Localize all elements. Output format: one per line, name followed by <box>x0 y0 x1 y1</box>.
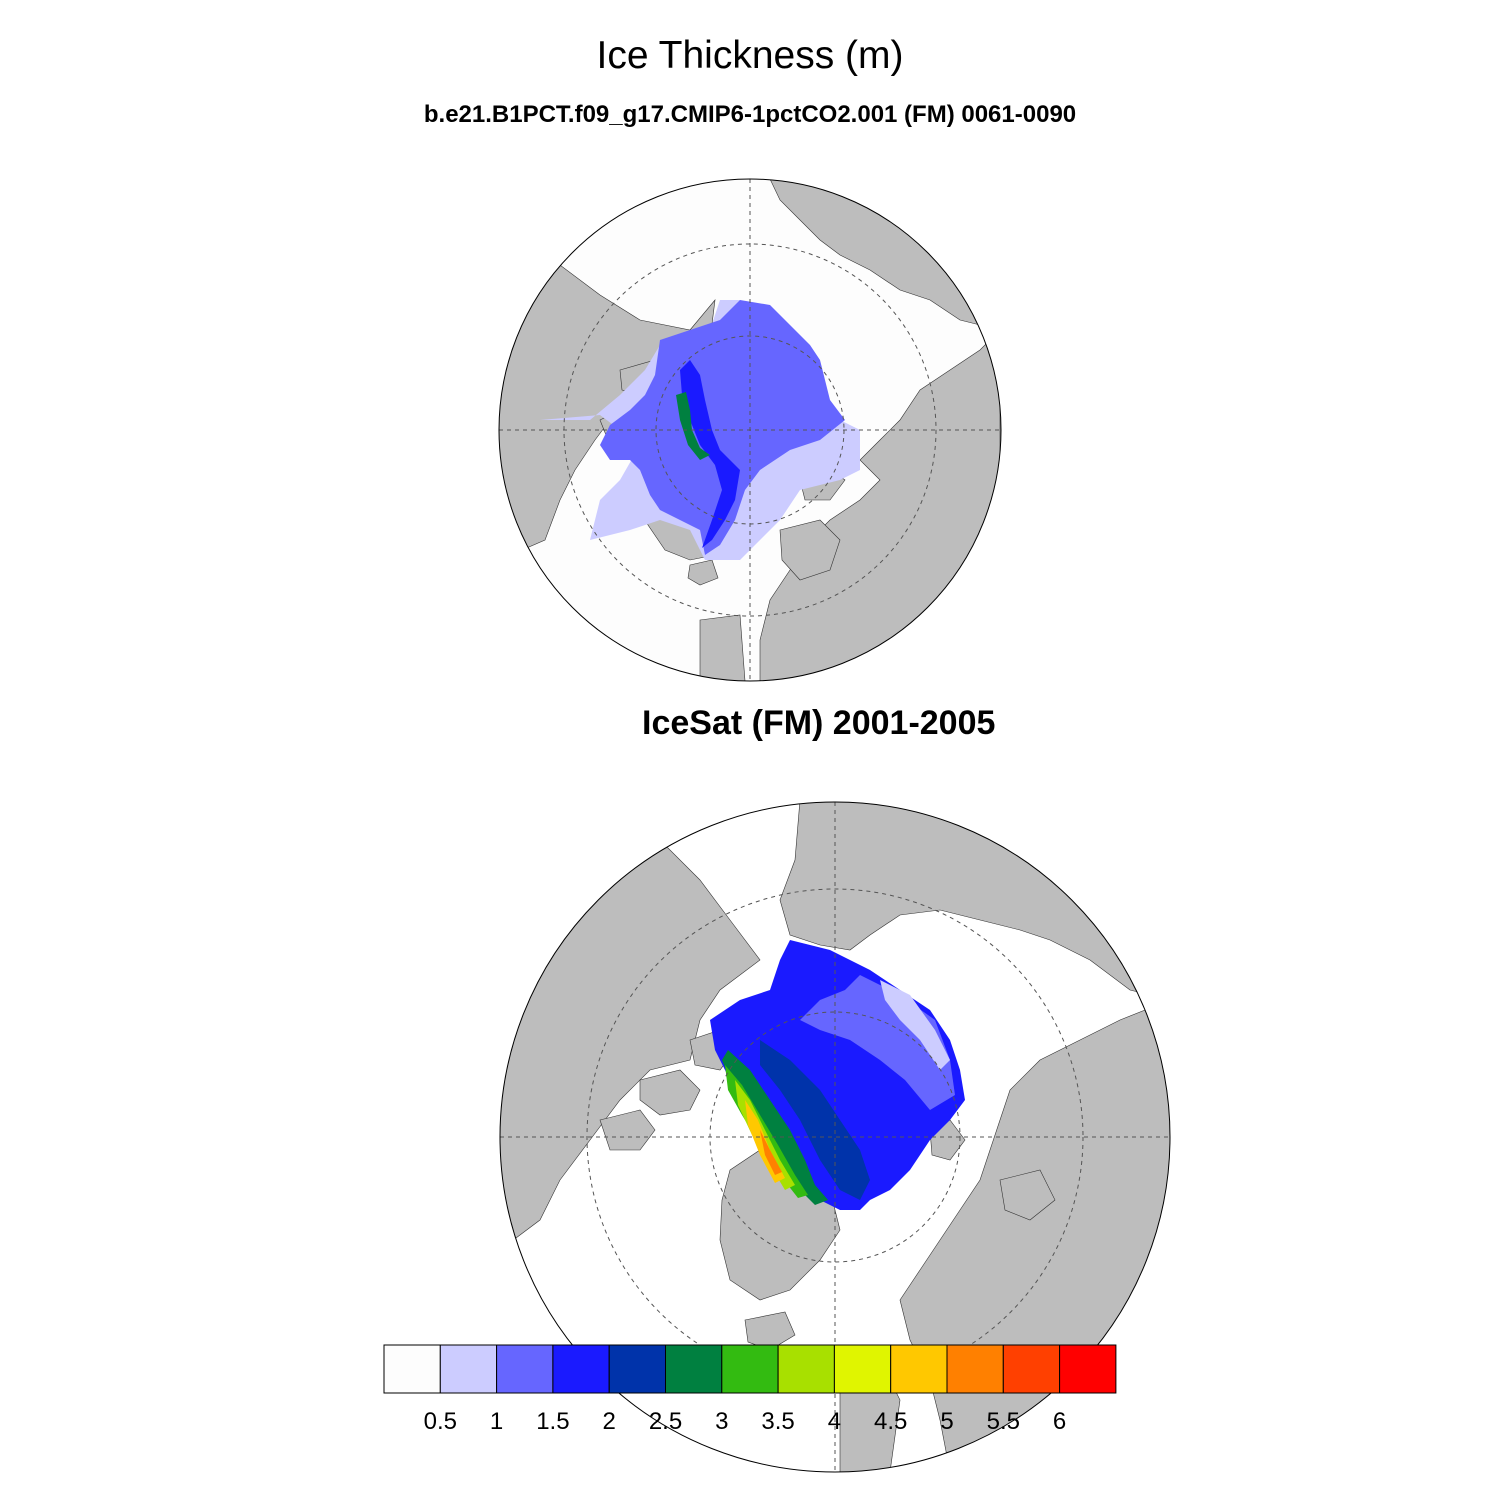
colorbar-tick-label: 3 <box>715 1408 728 1435</box>
colorbar-tick-label: 5.5 <box>987 1408 1020 1435</box>
map-panel-1 <box>498 178 1002 682</box>
map-border-1 <box>498 178 1002 682</box>
colorbar-box <box>946 1344 1004 1394</box>
colorbar-tick-label: 1 <box>490 1408 503 1435</box>
colorbar-box <box>833 1344 892 1394</box>
ice-fill-2 <box>710 940 965 1210</box>
colorbar-box <box>665 1344 723 1394</box>
colorbar-box <box>777 1344 835 1394</box>
colorbar-tick-label: 3.5 <box>761 1408 794 1435</box>
colorbar-tick-label: 0.5 <box>424 1408 457 1435</box>
page-title: Ice Thickness (m) <box>596 34 904 77</box>
colorbar-box <box>552 1344 610 1394</box>
colorbar-box <box>890 1344 948 1394</box>
panel-2-title: IceSat (FM) 2001-2005 <box>642 704 996 742</box>
colorbar-tick-label: 4.5 <box>874 1408 907 1435</box>
colorbar-tick-label: 5 <box>940 1408 953 1435</box>
colorbar-box <box>496 1344 554 1394</box>
graticule-2 <box>500 802 1170 1472</box>
colorbar-tick-label: 4 <box>828 1408 841 1435</box>
colorbar-box <box>439 1344 498 1394</box>
colorbar-box <box>721 1344 779 1394</box>
page-subtitle: b.e21.B1PCT.f09_g17.CMIP6-1pctCO2.001 (F… <box>423 101 1077 128</box>
colorbar-box <box>1002 1344 1061 1394</box>
colorbar-box <box>383 1344 441 1394</box>
colorbar-box <box>608 1344 667 1394</box>
colorbar: 0.5 1 1.5 2 2.5 3 3.5 4 4.5 5 5.5 6 <box>383 1344 1117 1435</box>
map-border-2 <box>499 801 1171 1473</box>
colorbar-tick-label: 1.5 <box>536 1408 569 1435</box>
graticule-1 <box>499 179 1001 681</box>
colorbar-box <box>1059 1344 1117 1394</box>
colorbar-tick-label: 6 <box>1053 1408 1066 1435</box>
colorbar-tick-label: 2.5 <box>649 1408 682 1435</box>
colorbar-tick-label: 2 <box>603 1408 616 1435</box>
